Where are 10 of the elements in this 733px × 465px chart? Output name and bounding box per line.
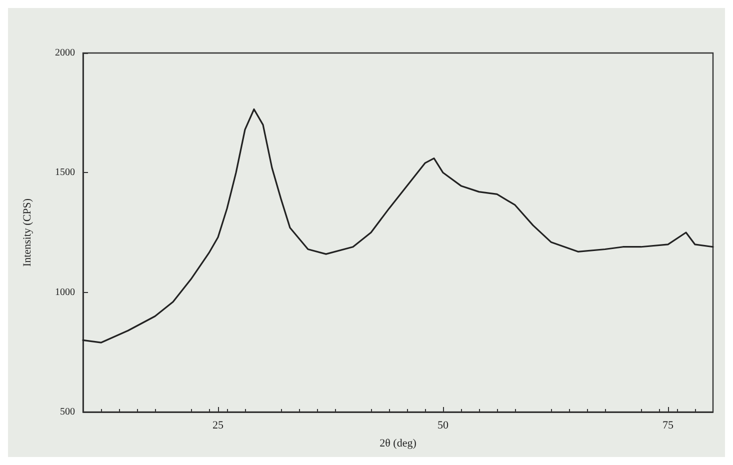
x-tick-label: 50 [438,420,449,432]
y-tick-label: 500 [60,406,75,418]
y-tick-label: 2000 [55,48,75,58]
x-axis-title: 2θ (deg) [380,438,417,450]
y-tick-label: 1000 [55,286,75,298]
y-tick-label: 1500 [55,167,75,178]
x-tick-label: 25 [212,420,224,432]
line-series [82,108,714,344]
x-tick-label: 75 [662,420,674,432]
y-axis-title: Intensity (CPS) [22,198,34,267]
